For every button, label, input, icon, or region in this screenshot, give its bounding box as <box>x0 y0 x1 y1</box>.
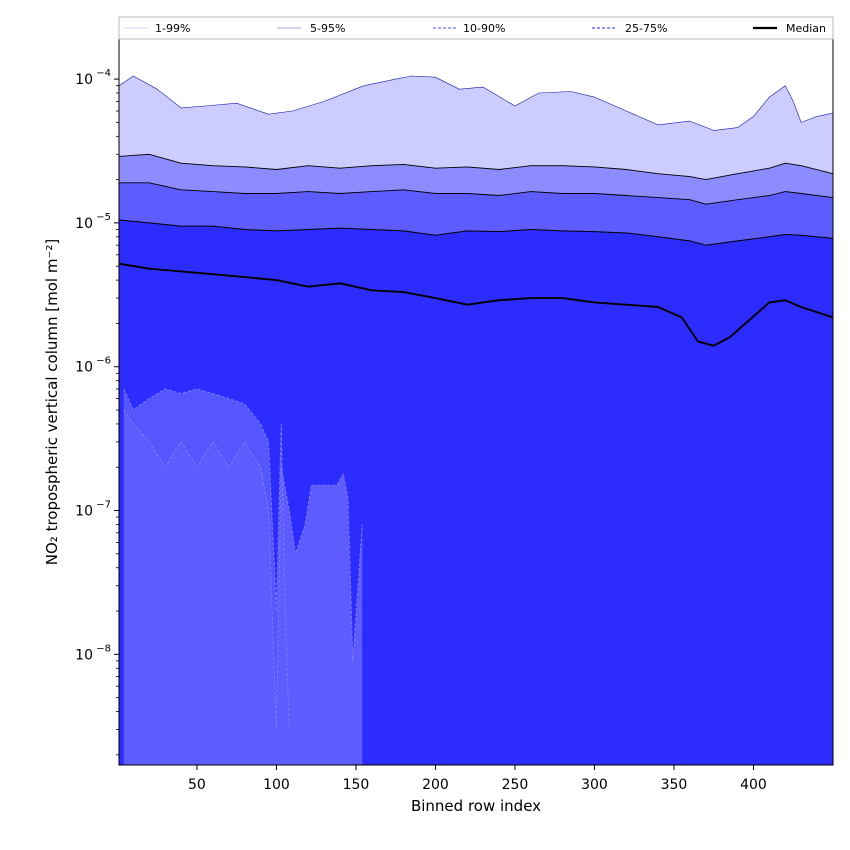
line-p75 <box>119 219 833 246</box>
legend: 1-99% 5-95% 10-90% 25-75% Median <box>118 16 834 40</box>
y-tick-label: 10 <box>75 72 93 88</box>
y-tick-exponent: −7 <box>96 500 111 511</box>
legend-label: 10-90% <box>463 22 505 35</box>
y-tick-exponent: −4 <box>96 68 111 79</box>
x-axis: 50 100 150 200 250 300 350 400 <box>188 765 767 793</box>
legend-label: 5-95% <box>310 22 345 35</box>
line-p10 <box>123 409 363 730</box>
legend-label: 25-75% <box>625 22 667 35</box>
x-tick-label: 400 <box>740 777 767 793</box>
x-tick-label: 150 <box>343 777 370 793</box>
y-tick-label: 10 <box>75 504 93 520</box>
x-tick-label: 100 <box>263 777 290 793</box>
y-tick-exponent: −6 <box>96 356 111 367</box>
line-p95 <box>119 153 833 181</box>
line-p90 <box>119 182 833 205</box>
band-above-99 <box>119 39 833 131</box>
line-median <box>119 262 833 347</box>
band-lower-10 <box>123 410 363 765</box>
line-p99 <box>119 75 833 131</box>
y-tick-exponent: −8 <box>96 643 111 654</box>
legend-label: Median <box>786 22 826 35</box>
x-tick-label: 250 <box>502 777 529 793</box>
x-tick-label: 200 <box>422 777 449 793</box>
x-axis-label: Binned row index <box>411 797 541 815</box>
y-tick-label: 10 <box>75 216 93 232</box>
percentile-bands <box>119 39 833 765</box>
y-tick-label: 10 <box>75 647 93 663</box>
legend-box <box>118 16 834 40</box>
y-axis-label: NO₂ tropospheric vertical column [mol m⁻… <box>43 239 61 565</box>
x-tick-label: 350 <box>661 777 688 793</box>
line-p25 <box>123 388 290 730</box>
x-tick-label: 50 <box>188 777 206 793</box>
x-tick-label: 300 <box>581 777 608 793</box>
y-tick-exponent: −5 <box>96 212 111 223</box>
legend-label: 1-99% <box>155 22 190 35</box>
percentile-lines <box>119 75 833 730</box>
y-axis: 10−810−710−610−510−4 <box>75 68 119 756</box>
y-tick-label: 10 <box>75 360 93 376</box>
